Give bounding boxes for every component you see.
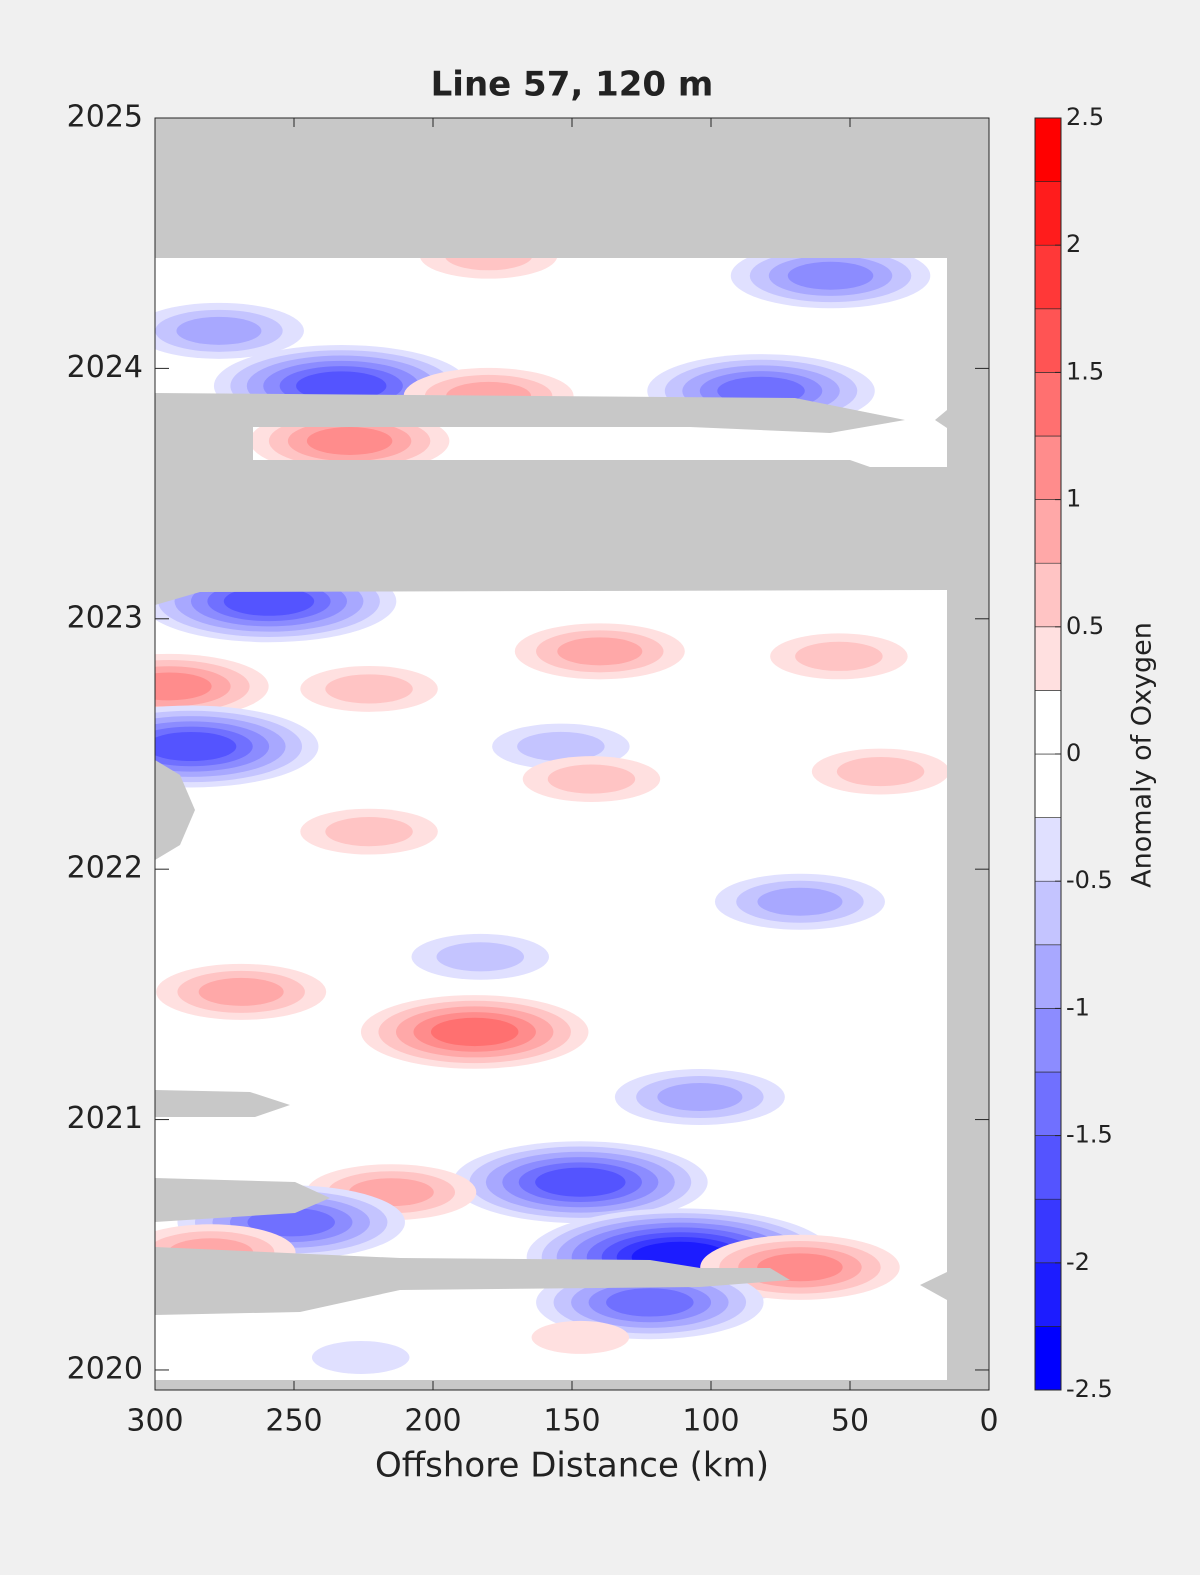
- contour-ring: [535, 1167, 626, 1197]
- contour-ring: [325, 674, 413, 704]
- contour-ring: [657, 1083, 743, 1112]
- colorbar-band: [1034, 944, 1062, 1009]
- contour-ring: [155, 731, 237, 762]
- contour-ring: [296, 371, 387, 401]
- contour-ring: [198, 977, 284, 1006]
- colorbar-band: [1034, 435, 1062, 500]
- contour-ring: [176, 316, 262, 345]
- x-tick-label: 100: [682, 1404, 739, 1439]
- axes: 300 250 200 150 100 50 02020202120222023202420…: [67, 100, 1113, 1439]
- x-tick-label: 250: [265, 1404, 322, 1439]
- x-tick-label: 200: [404, 1404, 461, 1439]
- colorbar-tick-label: -2: [1066, 1248, 1090, 1276]
- colorbar-band: [1034, 690, 1062, 755]
- contour-ring: [436, 942, 525, 972]
- contour-ring: [517, 731, 605, 762]
- contour-ring: [155, 672, 212, 701]
- colorbar-band: [1034, 308, 1062, 373]
- colorbar-band: [1034, 1071, 1062, 1136]
- colorbar-band: [1034, 244, 1062, 310]
- y-tick-label: 2023: [67, 600, 143, 635]
- contour-ring: [430, 1017, 519, 1047]
- colorbar-band: [1034, 880, 1062, 946]
- colorbar-tick-label: 0.5: [1066, 612, 1104, 640]
- y-tick-label: 2021: [67, 1101, 143, 1136]
- contour-ring: [757, 887, 843, 916]
- colorbar-tick-label: 1.5: [1066, 357, 1104, 385]
- x-tick-label: 0: [979, 1404, 998, 1439]
- contour-ring: [836, 756, 925, 787]
- colorbar-band: [1034, 1198, 1062, 1264]
- contour-ring: [325, 817, 413, 847]
- colorbar-band: [1034, 753, 1062, 818]
- colorbar-tick-label: 2: [1066, 230, 1081, 258]
- colorbar-band: [1034, 181, 1062, 246]
- contour-ring: [787, 261, 874, 290]
- contour-ring: [795, 641, 883, 671]
- contour-ring: [311, 1340, 410, 1374]
- contour-ring: [606, 1288, 694, 1317]
- y-tick-label: 2025: [67, 100, 143, 135]
- colorbar-tick-label: 0: [1066, 739, 1081, 767]
- colorbar-band: [1034, 372, 1062, 437]
- colorbar-tick-label: 2.5: [1066, 103, 1104, 131]
- colorbar-label: Anomaly of Oxygen: [1127, 622, 1158, 888]
- colorbar-band: [1034, 499, 1062, 564]
- y-tick-label: 2022: [67, 851, 143, 886]
- colorbar-tick-label: -2.5: [1066, 1375, 1113, 1403]
- colorbar-band: [1034, 1008, 1062, 1073]
- colorbar-band: [1034, 1262, 1062, 1327]
- x-axis-label: Offshore Distance (km): [375, 1446, 769, 1486]
- x-tick-label: 300: [126, 1404, 183, 1439]
- colorbar-tick-label: -1: [1066, 993, 1090, 1021]
- chart-title: Line 57, 120 m: [431, 65, 714, 105]
- contour-ring: [247, 1208, 335, 1237]
- contour-ring: [223, 586, 315, 616]
- colorbar-band: [1034, 1135, 1062, 1200]
- x-tick-label: 50: [831, 1404, 869, 1439]
- colorbar-tick-label: 1: [1066, 485, 1081, 513]
- x-tick-label: 150: [543, 1404, 600, 1439]
- contour-ring: [547, 764, 636, 794]
- contour-ring: [306, 427, 393, 455]
- colorbar-tick-label: -1.5: [1066, 1121, 1113, 1149]
- colorbar-band: [1034, 117, 1062, 182]
- colorbar-band: [1034, 1326, 1062, 1391]
- colorbar-tick-label: -0.5: [1066, 866, 1113, 894]
- colorbar-band: [1034, 817, 1062, 882]
- colorbar-frame: [1034, 117, 1062, 1391]
- y-tick-label: 2024: [67, 350, 143, 385]
- colorbar-band: [1034, 626, 1062, 691]
- colorbar-band: [1034, 562, 1062, 628]
- contour-ring: [531, 1320, 630, 1354]
- contour-ring: [557, 637, 643, 666]
- y-tick-label: 2020: [67, 1351, 143, 1386]
